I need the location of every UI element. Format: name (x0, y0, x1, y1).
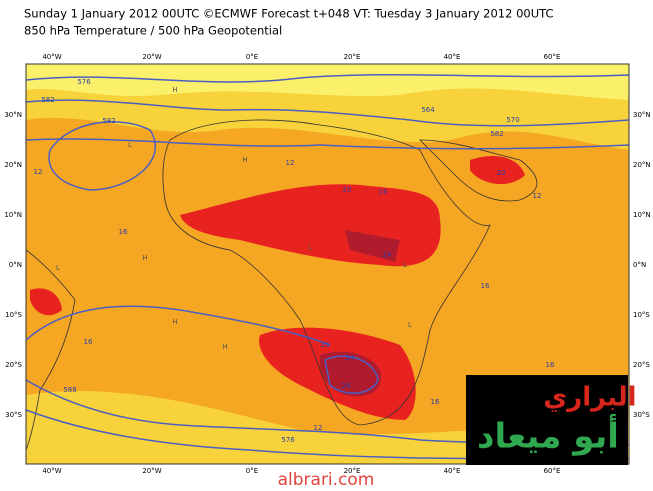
lon-label: 0°E (246, 53, 258, 61)
lon-label: 20°E (344, 467, 361, 475)
lat-label: 30°N (633, 111, 651, 119)
lon-label: 20°W (142, 467, 161, 475)
lon-label: 40°E (444, 53, 461, 61)
contour-label: 16 (119, 228, 128, 236)
cool-zone (26, 64, 629, 100)
lat-label: 10°S (5, 311, 22, 319)
lon-label: 60°E (544, 467, 561, 475)
title: Sunday 1 January 2012 00UTC ©ECMWF Forec… (24, 7, 554, 21)
lat-label: 0°N (633, 261, 646, 269)
pressure-label: H (142, 254, 147, 262)
lon-label: 20°W (142, 53, 161, 61)
pressure-label: L (128, 141, 132, 149)
lon-label: 40°E (444, 467, 461, 475)
lat-label: 30°S (5, 411, 22, 419)
contour-label: 582 (102, 117, 115, 125)
contour-label: 12 (533, 192, 542, 200)
hot-zone-arabia (470, 155, 525, 185)
watermark-line1: البراري (543, 383, 636, 413)
contour-label: 20 (321, 341, 330, 349)
contour-line (48, 121, 157, 191)
lat-label: 20°N (633, 161, 651, 169)
coastline-africa (162, 119, 491, 426)
contour-line (324, 355, 379, 394)
hot-zone-brazil (30, 288, 62, 316)
pressure-label: L (56, 264, 60, 272)
contour-label: 16 (546, 361, 555, 369)
pressure-label: H (172, 86, 177, 94)
lat-label: 10°S (633, 311, 650, 319)
watermark-line2: أبو ميعاد (477, 414, 619, 457)
map (25, 63, 630, 465)
contour-label: 12 (34, 168, 43, 176)
lon-label: 40°W (42, 467, 61, 475)
lat-label: 0°N (9, 261, 22, 269)
lat-label: 20°S (5, 361, 22, 369)
pressure-label: H (172, 318, 177, 326)
very-hot-zone (345, 230, 400, 262)
lat-label: 20°N (4, 161, 22, 169)
coastline-south-america (25, 249, 76, 451)
pressure-label: H (242, 156, 247, 164)
lat-label: 30°S (633, 411, 650, 419)
contour-label: 16 (431, 398, 440, 406)
contour-line (25, 74, 630, 83)
contour-label: 588 (63, 386, 76, 394)
contour-label: 582 (41, 96, 54, 104)
contour-line (25, 99, 630, 127)
lat-label: 10°N (633, 211, 651, 219)
contour-label: 12 (314, 424, 323, 432)
contour-line (25, 305, 331, 346)
contour-label: 576 (281, 436, 295, 444)
lon-label: 40°W (42, 53, 61, 61)
contour-label: 24 (346, 354, 355, 362)
contour-label: 20 (497, 169, 506, 177)
subtitle: 850 hPa Temperature / 500 hPa Geopotenti… (24, 24, 282, 38)
contour-label: 24 (383, 251, 392, 259)
contour-label: 16 (481, 282, 490, 290)
contour-label: 570 (506, 116, 519, 124)
contour-label: 28 (342, 382, 351, 390)
lon-label: 60°E (544, 53, 561, 61)
pressure-label: L (403, 261, 407, 269)
contour-line (25, 138, 630, 150)
map-frame (25, 63, 630, 465)
contour-label: 576 (77, 78, 91, 86)
contour-label: 20 (343, 186, 352, 194)
lon-label: 20°E (344, 53, 361, 61)
lon-label: 0°E (246, 467, 258, 475)
watermark-site: albrari.com (278, 470, 375, 487)
lat-label: 20°S (633, 361, 650, 369)
contour-label: 12 (286, 159, 295, 167)
pressure-label: L (308, 244, 312, 252)
labels: 40°W 40°W 20°W 20°W 0°E 0°E 20°E 20°E 40°E 40°E 60… (4, 53, 650, 475)
contour-label: 564 (421, 106, 435, 114)
contour-label: 582 (490, 130, 503, 138)
lat-label: 10°N (4, 211, 22, 219)
coastline-arabia (419, 139, 538, 202)
contour-label: 16 (84, 338, 93, 346)
contour-label: 16 (379, 188, 388, 196)
lat-label: 30°N (4, 111, 22, 119)
watermark-box (466, 375, 628, 465)
pressure-label: L (408, 321, 412, 329)
pressure-label: H (222, 343, 227, 351)
